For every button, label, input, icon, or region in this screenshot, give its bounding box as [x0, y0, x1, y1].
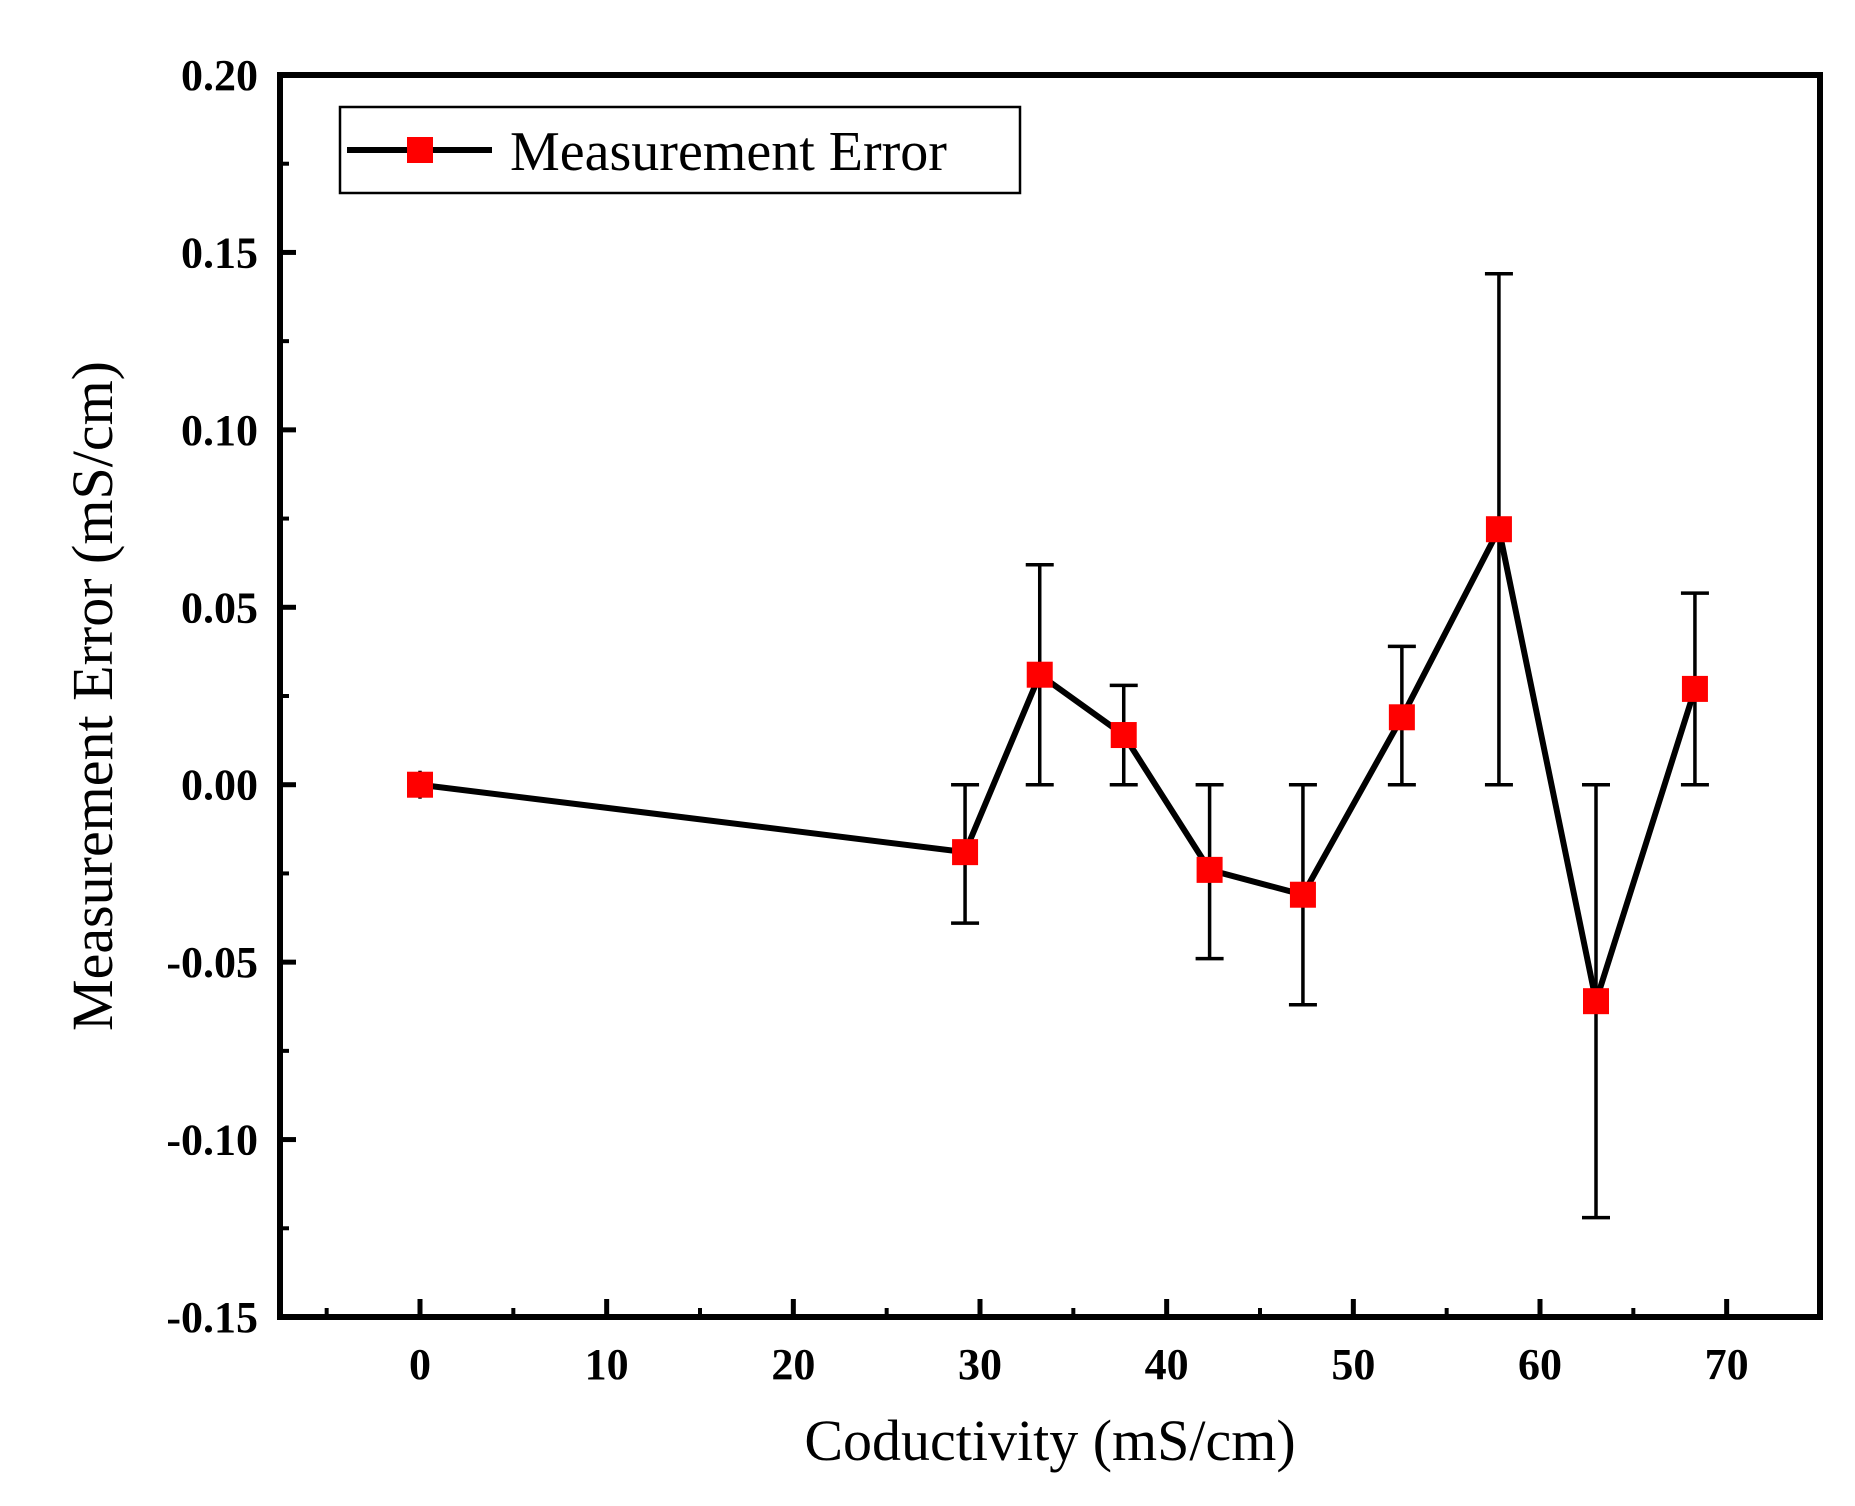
- x-tick-label: 20: [771, 1340, 815, 1389]
- x-axis-ticks: 0 10 20 30 40 50 60 70: [324, 1299, 1822, 1389]
- data-point: [1583, 988, 1609, 1015]
- y-axis-title: Measurement Error (mS/cm): [60, 361, 125, 1031]
- legend-label: Measurement Error: [510, 121, 947, 183]
- legend-marker-sample: [407, 137, 433, 163]
- x-tick-label: 50: [1331, 1340, 1375, 1389]
- data-point: [1110, 722, 1137, 749]
- y-tick-label: 0.20: [181, 51, 258, 100]
- y-tick-label: -0.05: [166, 938, 258, 987]
- data-point: [1026, 661, 1053, 688]
- plot-frame: [277, 72, 1823, 1320]
- y-axis-ticks: -0.15 -0.10 -0.05 0.00 0.05 0.10 0.15 0.20: [166, 51, 296, 1342]
- y-tick-label: -0.15: [166, 1293, 258, 1342]
- x-tick-label: 0: [409, 1340, 431, 1389]
- data-point: [1485, 516, 1512, 543]
- data-point: [1289, 881, 1316, 908]
- x-tick-label: 30: [958, 1340, 1002, 1389]
- x-tick-label: 70: [1705, 1340, 1749, 1389]
- data-point: [1681, 675, 1708, 702]
- y-tick-label: 0.00: [181, 761, 258, 810]
- y-tick-label: 0.10: [181, 406, 258, 455]
- y-tick-label: -0.10: [166, 1116, 258, 1165]
- data-point: [1388, 704, 1415, 731]
- legend: Measurement Error: [338, 105, 1022, 195]
- data-point: [952, 839, 979, 866]
- y-tick-label: 0.15: [181, 228, 258, 277]
- y-tick-label: 0.05: [181, 583, 258, 632]
- x-tick-label: 60: [1518, 1340, 1562, 1389]
- series-layer: [407, 271, 1709, 1220]
- x-axis-title: Coductivity (mS/cm): [804, 1408, 1295, 1473]
- x-tick-label: 40: [1145, 1340, 1189, 1389]
- x-tick-label: 10: [585, 1340, 629, 1389]
- data-point: [407, 771, 433, 798]
- series-line: [419, 520, 1698, 1014]
- data-point: [1196, 856, 1223, 883]
